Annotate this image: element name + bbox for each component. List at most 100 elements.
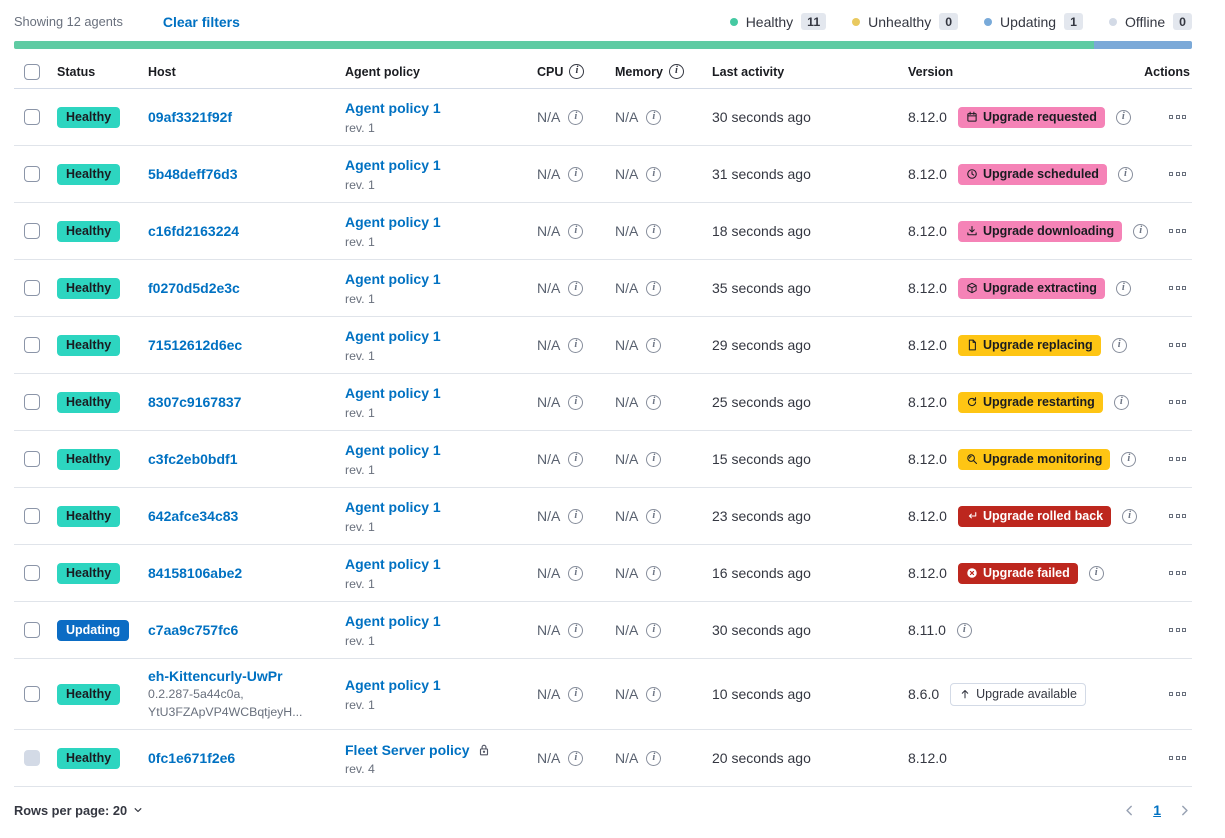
rows-per-page-selector[interactable]: Rows per page: 20 xyxy=(14,803,144,818)
memory-info-icon[interactable] xyxy=(646,166,662,182)
legend-item-3[interactable]: Offline 0 xyxy=(1108,13,1192,30)
memory-info-icon[interactable] xyxy=(646,280,662,296)
row-actions-button[interactable] xyxy=(1165,624,1190,636)
row-actions-button[interactable] xyxy=(1165,225,1190,237)
cpu-info-icon[interactable] xyxy=(568,280,584,296)
previous-page-button[interactable] xyxy=(1122,803,1137,818)
agent-policy-link[interactable]: Agent policy 1 xyxy=(345,499,441,516)
memory-info-icon[interactable] xyxy=(646,565,662,581)
host-link[interactable]: 71512612d6ec xyxy=(148,336,243,353)
memory-info-icon[interactable] xyxy=(646,223,662,239)
upgrade-details-info-icon[interactable] xyxy=(956,622,972,638)
upgrade-details-info-icon[interactable] xyxy=(1122,508,1138,524)
row-actions-button[interactable] xyxy=(1165,453,1190,465)
host-link[interactable]: f0270d5d2e3c xyxy=(148,279,240,296)
row-checkbox[interactable] xyxy=(24,686,40,703)
upgrade-details-info-icon[interactable] xyxy=(1115,109,1131,125)
host-link[interactable]: c7aa9c757fc6 xyxy=(148,621,239,638)
cpu-header-info-icon[interactable] xyxy=(569,64,585,79)
cpu-info-icon[interactable] xyxy=(568,622,584,638)
agent-row-7: Healthy 642afce34c83 Agent policy 1 rev.… xyxy=(14,488,1192,545)
row-actions-button[interactable] xyxy=(1165,510,1190,522)
row-checkbox[interactable] xyxy=(24,394,40,410)
upgrade-details-info-icon[interactable] xyxy=(1115,280,1131,296)
host-link[interactable]: 09af3321f92f xyxy=(148,108,233,125)
host-link[interactable]: 0fc1e671f2e6 xyxy=(148,750,236,767)
cpu-info-icon[interactable] xyxy=(568,750,584,766)
memory-info-icon[interactable] xyxy=(646,750,662,766)
cpu-info-icon[interactable] xyxy=(568,337,584,353)
memory-info-icon[interactable] xyxy=(646,451,662,467)
next-page-button[interactable] xyxy=(1177,803,1192,818)
host-link[interactable]: 8307c9167837 xyxy=(148,393,242,410)
row-checkbox[interactable] xyxy=(24,565,40,581)
memory-info-icon[interactable] xyxy=(646,109,662,125)
memory-info-icon[interactable] xyxy=(646,394,662,410)
memory-info-icon[interactable] xyxy=(646,686,662,702)
agent-policy-link[interactable]: Agent policy 1 xyxy=(345,556,441,573)
cpu-info-icon[interactable] xyxy=(568,394,584,410)
row-checkbox[interactable] xyxy=(24,109,40,125)
cpu-info-icon[interactable] xyxy=(568,451,584,467)
row-checkbox[interactable] xyxy=(24,622,40,638)
agent-row-2: Healthy c16fd2163224 Agent policy 1 rev.… xyxy=(14,203,1192,260)
host-link[interactable]: 5b48deff76d3 xyxy=(148,165,238,182)
row-actions-button[interactable] xyxy=(1165,688,1190,700)
row-checkbox[interactable] xyxy=(24,337,40,353)
upgrade-badge-icon xyxy=(966,453,978,465)
upgrade-details-info-icon[interactable] xyxy=(1117,166,1133,182)
host-link[interactable]: 642afce34c83 xyxy=(148,507,239,524)
upgrade-details-info-icon[interactable] xyxy=(1088,565,1104,581)
row-actions-button[interactable] xyxy=(1165,396,1190,408)
cpu-info-icon[interactable] xyxy=(568,686,584,702)
agent-policy-link[interactable]: Agent policy 1 xyxy=(345,385,441,402)
agent-policy-link[interactable]: Agent policy 1 xyxy=(345,442,441,459)
agent-row-1: Healthy 5b48deff76d3 Agent policy 1 rev.… xyxy=(14,146,1192,203)
boxes-horizontal-icon xyxy=(1169,457,1186,461)
memory-info-icon[interactable] xyxy=(646,337,662,353)
select-all-checkbox[interactable] xyxy=(24,63,40,80)
row-checkbox[interactable] xyxy=(24,508,40,524)
host-link[interactable]: c16fd2163224 xyxy=(148,222,240,239)
row-actions-button[interactable] xyxy=(1165,111,1190,123)
cpu-info-icon[interactable] xyxy=(568,166,584,182)
row-actions-button[interactable] xyxy=(1165,752,1190,764)
clear-filters-link[interactable]: Clear filters xyxy=(162,13,240,30)
row-actions-button[interactable] xyxy=(1165,567,1190,579)
upgrade-details-info-icon[interactable] xyxy=(1121,451,1137,467)
agent-policy-link[interactable]: Agent policy 1 xyxy=(345,271,441,288)
cpu-info-icon[interactable] xyxy=(568,223,584,239)
cpu-info-icon[interactable] xyxy=(568,109,584,125)
row-actions-button[interactable] xyxy=(1165,168,1190,180)
page-number-button[interactable]: 1 xyxy=(1153,802,1161,819)
upgrade-details-info-icon[interactable] xyxy=(1133,223,1149,239)
upgrade-badge-label: Upgrade replacing xyxy=(982,338,1093,352)
agent-policy-link[interactable]: Fleet Server policy xyxy=(345,741,470,758)
host-link[interactable]: 84158106abe2 xyxy=(148,564,243,581)
memory-header-info-icon[interactable] xyxy=(668,64,684,79)
policy-revision: rev. 1 xyxy=(345,120,375,135)
host-link[interactable]: eh-Kittencurly-UwPr xyxy=(148,668,283,684)
memory-info-icon[interactable] xyxy=(646,622,662,638)
agent-policy-link[interactable]: Agent policy 1 xyxy=(345,328,441,345)
agent-policy-link[interactable]: Agent policy 1 xyxy=(345,214,441,231)
agent-policy-link[interactable]: Agent policy 1 xyxy=(345,157,441,174)
row-checkbox[interactable] xyxy=(24,166,40,182)
agent-policy-link[interactable]: Agent policy 1 xyxy=(345,677,441,694)
row-checkbox[interactable] xyxy=(24,451,40,467)
cpu-info-icon[interactable] xyxy=(568,508,584,524)
row-actions-button[interactable] xyxy=(1165,282,1190,294)
cpu-info-icon[interactable] xyxy=(568,565,584,581)
row-actions-button[interactable] xyxy=(1165,339,1190,351)
row-checkbox[interactable] xyxy=(24,223,40,239)
memory-info-icon[interactable] xyxy=(646,508,662,524)
row-checkbox[interactable] xyxy=(24,280,40,296)
agent-policy-link[interactable]: Agent policy 1 xyxy=(345,613,441,630)
agent-policy-link[interactable]: Agent policy 1 xyxy=(345,100,441,117)
upgrade-details-info-icon[interactable] xyxy=(1113,394,1129,410)
legend-item-1[interactable]: Unhealthy 0 xyxy=(852,13,959,30)
legend-item-2[interactable]: Updating 1 xyxy=(984,13,1083,30)
upgrade-details-info-icon[interactable] xyxy=(1111,337,1127,353)
legend-item-0[interactable]: Healthy 11 xyxy=(729,13,827,30)
host-link[interactable]: c3fc2eb0bdf1 xyxy=(148,450,238,467)
